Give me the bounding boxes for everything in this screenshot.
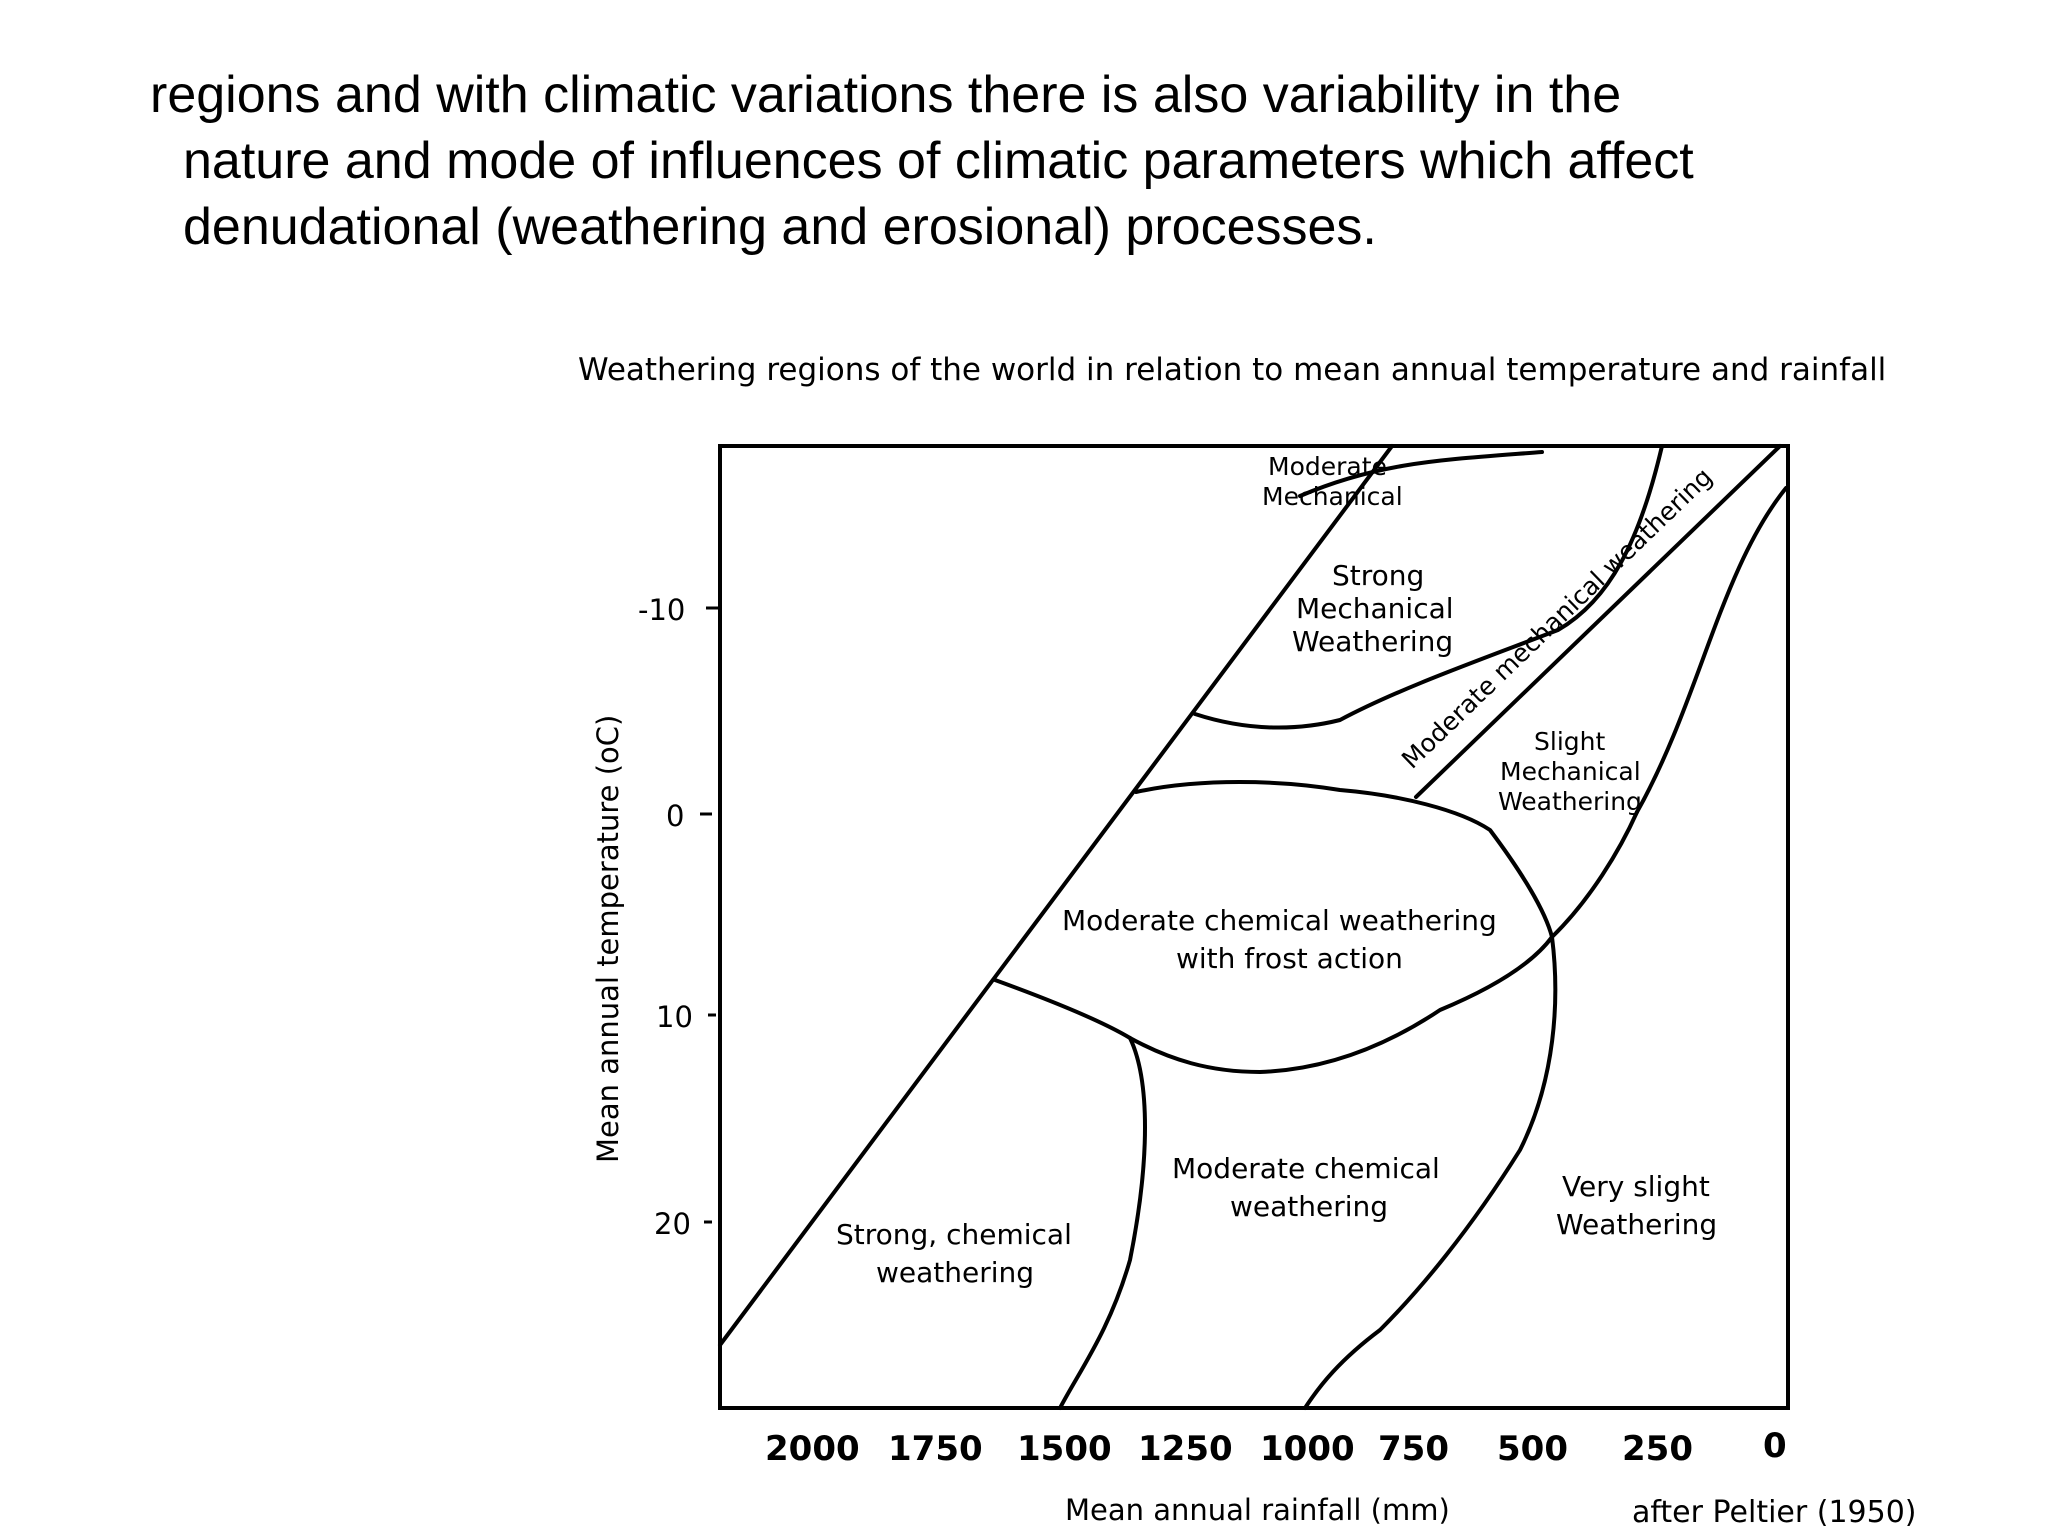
y-axis-label: Mean annual temperature (oC) [591, 715, 625, 1163]
label-very-slight: Very slight [1562, 1170, 1710, 1203]
x-tick-label: 0 [1763, 1426, 1787, 1466]
slide-paragraph: regions and with climatic variations the… [150, 62, 1950, 260]
y-tick-label: 10 [656, 1000, 693, 1034]
diagram-title: Weathering regions of the world in relat… [578, 352, 1886, 388]
x-tick-label: 750 [1378, 1429, 1449, 1469]
label-slight-mechanical: Mechanical [1500, 757, 1641, 786]
x-axis-ticks: 2000 1750 1500 1250 1000 750 500 250 0 [765, 1426, 1787, 1469]
y-tick-label: 0 [666, 799, 684, 833]
boundary-slight-mechanical [1635, 486, 1788, 814]
x-tick-label: 500 [1497, 1429, 1568, 1469]
source-credit: after Peltier (1950) [1632, 1495, 1917, 1530]
boundary-frost-bottom [993, 810, 1639, 1074]
label-moderate-chemical: Moderate chemical [1172, 1152, 1440, 1185]
x-tick-label: 1250 [1138, 1429, 1233, 1469]
label-moderate-chemical-frost: with frost action [1176, 942, 1403, 975]
boundary-main-diagonal [718, 444, 1394, 1347]
label-moderate-mechanical: Mechanical [1262, 482, 1403, 511]
x-tick-label: 1500 [1017, 1429, 1112, 1469]
boundary-moderate-mechanical [1298, 450, 1544, 498]
label-very-slight: Weathering [1556, 1208, 1717, 1241]
label-moderate-mechanical: Moderate [1268, 452, 1387, 481]
x-tick-label: 1750 [888, 1429, 983, 1469]
x-tick-label: 2000 [765, 1429, 860, 1469]
paragraph-line-1: regions and with climatic variations the… [150, 66, 1622, 124]
y-tick-label: -10 [638, 593, 685, 627]
label-slight-mechanical: Slight [1534, 727, 1605, 756]
x-tick-label: 1000 [1260, 1429, 1355, 1469]
y-axis-ticks: -10 0 10 20 [638, 593, 718, 1241]
region-boundaries [718, 444, 1788, 1410]
label-slight-mechanical: Weathering [1498, 787, 1642, 816]
x-axis-label: Mean annual rainfall (mm) [1065, 1493, 1450, 1527]
label-strong-chemical: Strong, chemical [836, 1218, 1072, 1251]
label-moderate-chemical-frost: Moderate chemical weathering [1062, 904, 1497, 937]
plot-frame [718, 444, 1790, 1410]
label-moderate-chemical: weathering [1230, 1190, 1388, 1223]
boundary-strong-chemical [1058, 1036, 1147, 1410]
label-strong-mechanical: Strong [1332, 559, 1424, 592]
label-strong-mechanical: Mechanical [1296, 592, 1454, 625]
label-strong-mechanical: Weathering [1292, 625, 1453, 658]
region-labels: Moderate Mechanical Strong Mechanical We… [836, 452, 1718, 1289]
boundary-moderate-chemical [1303, 935, 1558, 1410]
paragraph-line-3: denudational (weathering and erosional) … [183, 198, 1377, 256]
boundary-strong-mechanical [1193, 444, 1664, 730]
boundary-moderate-mechanical-weathering [1414, 444, 1782, 799]
paragraph-line-2: nature and mode of influences of climati… [183, 132, 1694, 190]
y-tick-label: 20 [654, 1207, 691, 1241]
label-strong-chemical: weathering [876, 1256, 1034, 1289]
x-tick-label: 250 [1622, 1429, 1693, 1469]
boundary-frost-top [1134, 780, 1554, 939]
